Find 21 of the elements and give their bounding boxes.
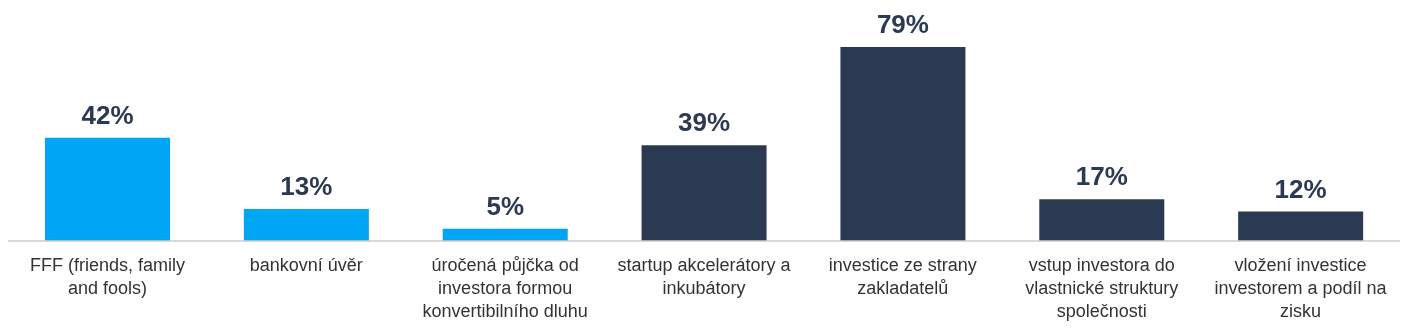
data-label: 12% — [1274, 173, 1327, 204]
x-tick-label: startup akcelerátory a inkubátory — [617, 255, 792, 298]
bar — [1039, 199, 1165, 241]
data-label: 42% — [81, 99, 134, 130]
bar — [45, 137, 170, 241]
data-label: 17% — [1075, 161, 1128, 192]
bar — [840, 47, 966, 241]
bar — [1238, 211, 1364, 241]
x-tick-label: bankovní úvěr — [249, 255, 363, 275]
bar — [442, 228, 568, 241]
data-label: 5% — [486, 190, 524, 221]
x-tick-label: vložení investice investorem a podíl na zisku — [1214, 255, 1388, 321]
x-tick-label: FFF (friends, family and fools) — [29, 255, 185, 298]
x-tick-label: úročená půjčka od investora formou konvertibilního dluhu — [422, 255, 588, 321]
x-tick-label: investice ze strany zakladatelů — [828, 255, 977, 298]
data-label: 39% — [678, 107, 731, 138]
bar — [243, 209, 369, 241]
data-label: 13% — [280, 171, 333, 202]
x-tick-label: vstup investora do vlastnické struktury společnosti — [1025, 255, 1179, 321]
bar — [641, 145, 767, 241]
data-label: 79% — [876, 9, 929, 39]
